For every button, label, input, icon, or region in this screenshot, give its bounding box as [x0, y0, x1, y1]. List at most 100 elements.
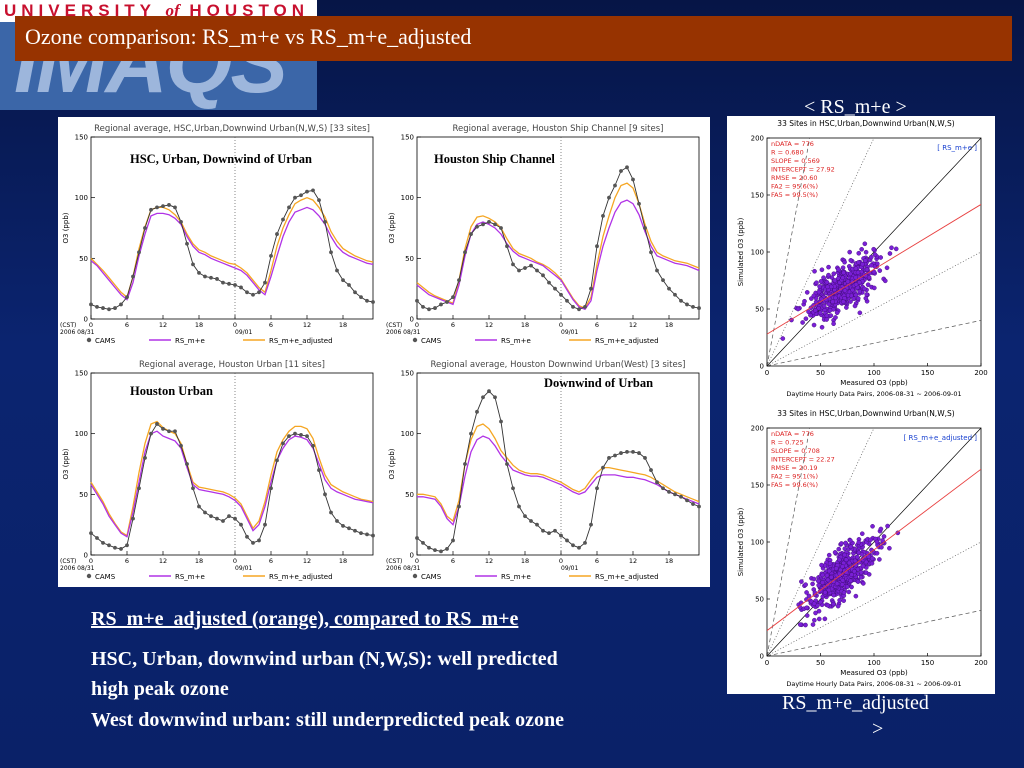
x-tick-label: 12: [159, 321, 167, 329]
scatter-point: [803, 582, 808, 587]
y-axis-label: O3 (ppb): [388, 448, 396, 479]
cams-point: [553, 286, 557, 291]
x-tick-label: 12: [629, 557, 637, 565]
scatter-point: [818, 599, 823, 605]
label-rsme-adjusted: RS_m+e_adjusted: [782, 692, 929, 714]
cams-point: [257, 538, 261, 543]
cams-point: [463, 462, 467, 466]
scatter-point: [810, 581, 815, 587]
scatter-point: [879, 544, 884, 550]
cams-point: [347, 283, 351, 287]
x-tick-label: 50: [816, 369, 825, 377]
scatter-point: [874, 261, 880, 267]
y-tick-label: 200: [751, 135, 764, 143]
chart-title: Regional average, Houston Urban [11 site…: [139, 360, 325, 370]
cams-point: [679, 494, 683, 499]
cams-point: [439, 549, 443, 554]
cams-point: [583, 540, 587, 545]
scatter-point: [851, 296, 857, 302]
y-axis-label: O3 (ppb): [62, 448, 70, 479]
scatter-point: [878, 255, 884, 260]
cams-point: [643, 456, 647, 460]
cams-point: [595, 486, 599, 491]
cams-point: [215, 277, 219, 281]
cams-point: [323, 492, 327, 497]
cams-point: [227, 514, 231, 519]
cams-point: [457, 278, 461, 283]
cams-point: [469, 232, 473, 236]
x-tick-label: 18: [339, 321, 347, 329]
cams-point: [673, 292, 677, 297]
cams-point: [125, 295, 129, 300]
cams-point: [649, 250, 653, 255]
cams-point: [523, 514, 527, 519]
scatter-point: [880, 538, 885, 543]
cams-point: [607, 195, 611, 200]
cams-point: [215, 516, 219, 521]
cams-point: [125, 543, 129, 548]
scatter-point: [814, 280, 819, 285]
scatter-point: [843, 540, 848, 546]
timeseries-chart-4: Regional average, Houston Downwind Urban…: [386, 360, 701, 581]
x-tick-label: 18: [195, 321, 203, 329]
cams-point: [535, 522, 539, 527]
scatter-point: [869, 561, 875, 566]
x-tick-label: 150: [921, 659, 934, 667]
x-tick-label: 6: [125, 321, 129, 329]
cams-point: [227, 281, 231, 286]
cams-point: [457, 504, 461, 509]
cams-point: [281, 441, 285, 446]
scatter-point: [819, 324, 825, 330]
note-summary: RS_m+e_adjusted (orange), compared to RS…: [91, 608, 519, 630]
scatter-point: [811, 601, 817, 606]
cams-point: [571, 543, 575, 548]
cams-point: [107, 543, 111, 548]
cams-point: [445, 547, 449, 551]
scatter-point: [811, 322, 817, 328]
scatter-point: [842, 552, 847, 558]
cams-point: [475, 409, 479, 414]
y-axis-label: Simulated O3 (ppb): [737, 217, 745, 286]
scatter-point: [853, 266, 859, 271]
series-line-rs-m-e: [416, 199, 700, 311]
cams-point: [625, 449, 629, 454]
scatter-point: [840, 564, 845, 569]
cams-point: [131, 516, 135, 521]
cams-point: [245, 290, 249, 295]
cams-point: [433, 306, 437, 310]
cams-point: [631, 177, 635, 182]
timeseries-chart-3: Regional average, Houston Urban [11 site…: [60, 360, 375, 581]
cams-point: [365, 532, 369, 537]
stat-line: R = 0.725: [771, 439, 804, 447]
scatter-point: [844, 584, 850, 590]
cams-point: [341, 278, 345, 283]
cams-point: [565, 298, 569, 303]
y-tick-label: 0: [84, 316, 88, 324]
scatter-point: [866, 572, 872, 577]
plot-area: [767, 138, 981, 366]
reference-line: [767, 428, 981, 656]
scatter-point: [863, 258, 868, 263]
series-line-cams: [90, 189, 374, 310]
y-tick-label: 50: [79, 491, 88, 499]
cams-point: [697, 306, 701, 310]
scatter-point: [804, 605, 810, 611]
stat-line: nDATA = 776: [771, 140, 814, 148]
cams-point: [481, 395, 485, 400]
cams-point: [463, 250, 467, 255]
scatter-point: [868, 254, 874, 260]
scatter-point: [806, 593, 812, 599]
fit-line: [767, 468, 981, 631]
stat-line: FA5 = 99.5(%): [771, 191, 818, 199]
cams-point: [517, 504, 521, 509]
cams-point: [281, 217, 285, 222]
cams-point: [143, 226, 147, 230]
y-tick-label: 150: [401, 134, 414, 142]
scatter-point: [864, 292, 869, 297]
cams-point: [161, 426, 165, 431]
cams-point: [239, 522, 243, 527]
chart-title: Regional average, Houston Downwind Urban…: [431, 360, 686, 370]
cams-point: [353, 528, 357, 533]
scatter-point: [822, 616, 828, 622]
cams-point: [95, 536, 99, 540]
